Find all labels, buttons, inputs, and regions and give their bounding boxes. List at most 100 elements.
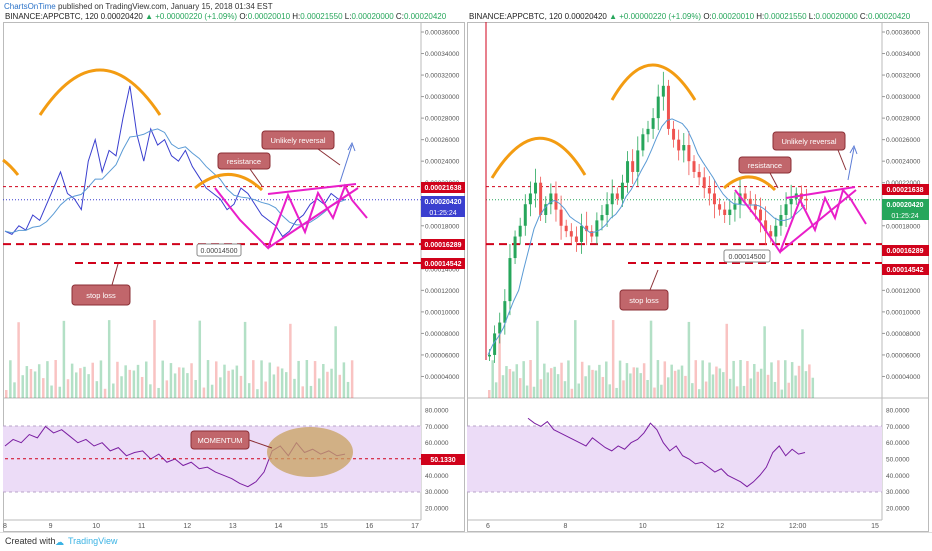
right-candle	[498, 322, 502, 334]
right-volume-bar	[611, 320, 615, 398]
left-rsi-value-label: 50.1330	[421, 454, 465, 465]
left-arc-small	[2, 158, 20, 176]
left-volume-bar	[5, 390, 8, 398]
left-volume-bar	[83, 366, 86, 398]
svg-text:0.00014500: 0.00014500	[201, 248, 238, 255]
svg-text:MOMENTUM: MOMENTUM	[198, 436, 243, 445]
left-callout-mid-level: 0.00014500	[196, 243, 242, 257]
right-volume-bar	[684, 375, 687, 398]
right-rsi-tick: 50.0000	[886, 457, 910, 464]
right-volume-bar	[522, 361, 525, 398]
right-volume-bar	[704, 381, 708, 398]
left-x-tick: 10	[92, 523, 100, 530]
right-volume-bar	[804, 371, 808, 398]
svg-text:0.00014542: 0.00014542	[425, 261, 462, 268]
left-volume-bar	[37, 364, 41, 398]
left-volume-bar	[165, 380, 169, 398]
left-volume-bar	[132, 370, 136, 398]
left-price-tick: 0.00014000	[425, 266, 460, 273]
right-volume-bar	[749, 378, 753, 398]
right-candle	[672, 128, 676, 140]
right-candle	[748, 198, 752, 205]
right-price-tick: 0.00004000	[886, 374, 921, 381]
right-candle	[636, 150, 640, 172]
right-volume-bar	[701, 360, 704, 398]
left-x-tick: 13	[229, 523, 237, 530]
brand-link[interactable]: ChartsOnTime	[4, 2, 56, 11]
right-price-tick: 0.00012000	[886, 288, 921, 295]
right-ma-line	[487, 118, 806, 356]
left-volume-bar	[297, 360, 300, 398]
publish-text: published on TradingView.com, January 15…	[57, 2, 273, 11]
right-candle	[723, 209, 727, 215]
right-volume-bar	[563, 381, 567, 398]
left-price-tick: 0.00026000	[425, 137, 460, 144]
left-volume-bar	[301, 386, 304, 398]
left-volume-bar	[25, 366, 29, 398]
left-pattern-zigzag	[214, 183, 353, 250]
left-volume-bar	[29, 369, 33, 398]
right-volume-bar	[649, 320, 653, 398]
svg-text:0.00020420: 0.00020420	[887, 202, 924, 209]
right-volume-bar	[711, 374, 715, 398]
left-volume-bar	[235, 365, 239, 398]
right-price-tick: 0.00018000	[886, 223, 921, 230]
right-x-tick: 6	[486, 523, 490, 530]
right-reversal-arrowhead	[849, 144, 858, 155]
right-volume-bar	[766, 374, 770, 398]
right-candle	[677, 139, 681, 151]
right-volume-bar	[797, 365, 801, 398]
right-volume-bar	[625, 363, 629, 398]
right-volume-bar	[615, 387, 618, 398]
left-volume-bar	[182, 367, 185, 398]
right-volume-bar	[801, 329, 804, 398]
right-candle	[534, 182, 538, 194]
right-candle	[580, 225, 584, 242]
right-candle	[569, 231, 573, 237]
left-arc-resistance	[194, 173, 264, 192]
right-price-tick: 0.00026000	[886, 137, 921, 144]
svg-text:0.00021638: 0.00021638	[425, 185, 462, 192]
right-candle	[528, 193, 532, 205]
left-x-tick: 9	[49, 523, 53, 530]
left-rsi-tick: 20.0000	[425, 505, 449, 512]
svg-text:0.00014500: 0.00014500	[729, 254, 766, 261]
svg-text:stop loss: stop loss	[86, 291, 116, 300]
left-rsi-tick: 40.0000	[425, 473, 449, 480]
right-price-tick: 0.00006000	[886, 352, 921, 359]
left-volume-bar	[70, 363, 74, 398]
left-volume-bar	[305, 360, 309, 398]
right-volume-bar	[728, 378, 732, 398]
left-volume-bar	[338, 374, 342, 398]
left-price-tick: 0.00028000	[425, 116, 460, 123]
left-volume-bar	[145, 361, 148, 398]
right-candle	[718, 204, 722, 210]
right-candle	[574, 236, 578, 242]
right-price-tick: 0.00036000	[886, 30, 921, 37]
left-volume-bar	[124, 365, 127, 398]
right-candle	[641, 134, 645, 151]
right-candle	[697, 171, 701, 178]
right-candle	[523, 204, 527, 226]
left-current-label: 0.00020420	[421, 196, 465, 207]
right-candle	[712, 193, 716, 205]
right-callout-resistance: resistance	[738, 156, 792, 189]
right-volume-bar	[763, 326, 766, 398]
left-volume-bar	[293, 378, 296, 398]
right-rsi-band	[467, 426, 882, 492]
left-volume-bar	[177, 367, 181, 398]
left-volume-bar	[268, 362, 272, 398]
left-volume-bar	[75, 372, 78, 398]
right-candle	[738, 193, 742, 205]
right-volume-bar	[549, 368, 553, 398]
right-rsi-tick: 70.0000	[886, 424, 910, 431]
svg-text:stop loss: stop loss	[629, 296, 659, 305]
right-volume-bar	[501, 375, 505, 398]
right-pattern-breakdown	[849, 197, 867, 225]
right-arc-left	[490, 136, 587, 179]
right-candle	[590, 231, 594, 237]
footer-tradingview-link[interactable]: TradingView	[68, 536, 118, 546]
right-volume-bar	[722, 372, 725, 398]
left-timer-label: 01:25:24	[421, 207, 465, 217]
right-candle	[728, 209, 732, 215]
